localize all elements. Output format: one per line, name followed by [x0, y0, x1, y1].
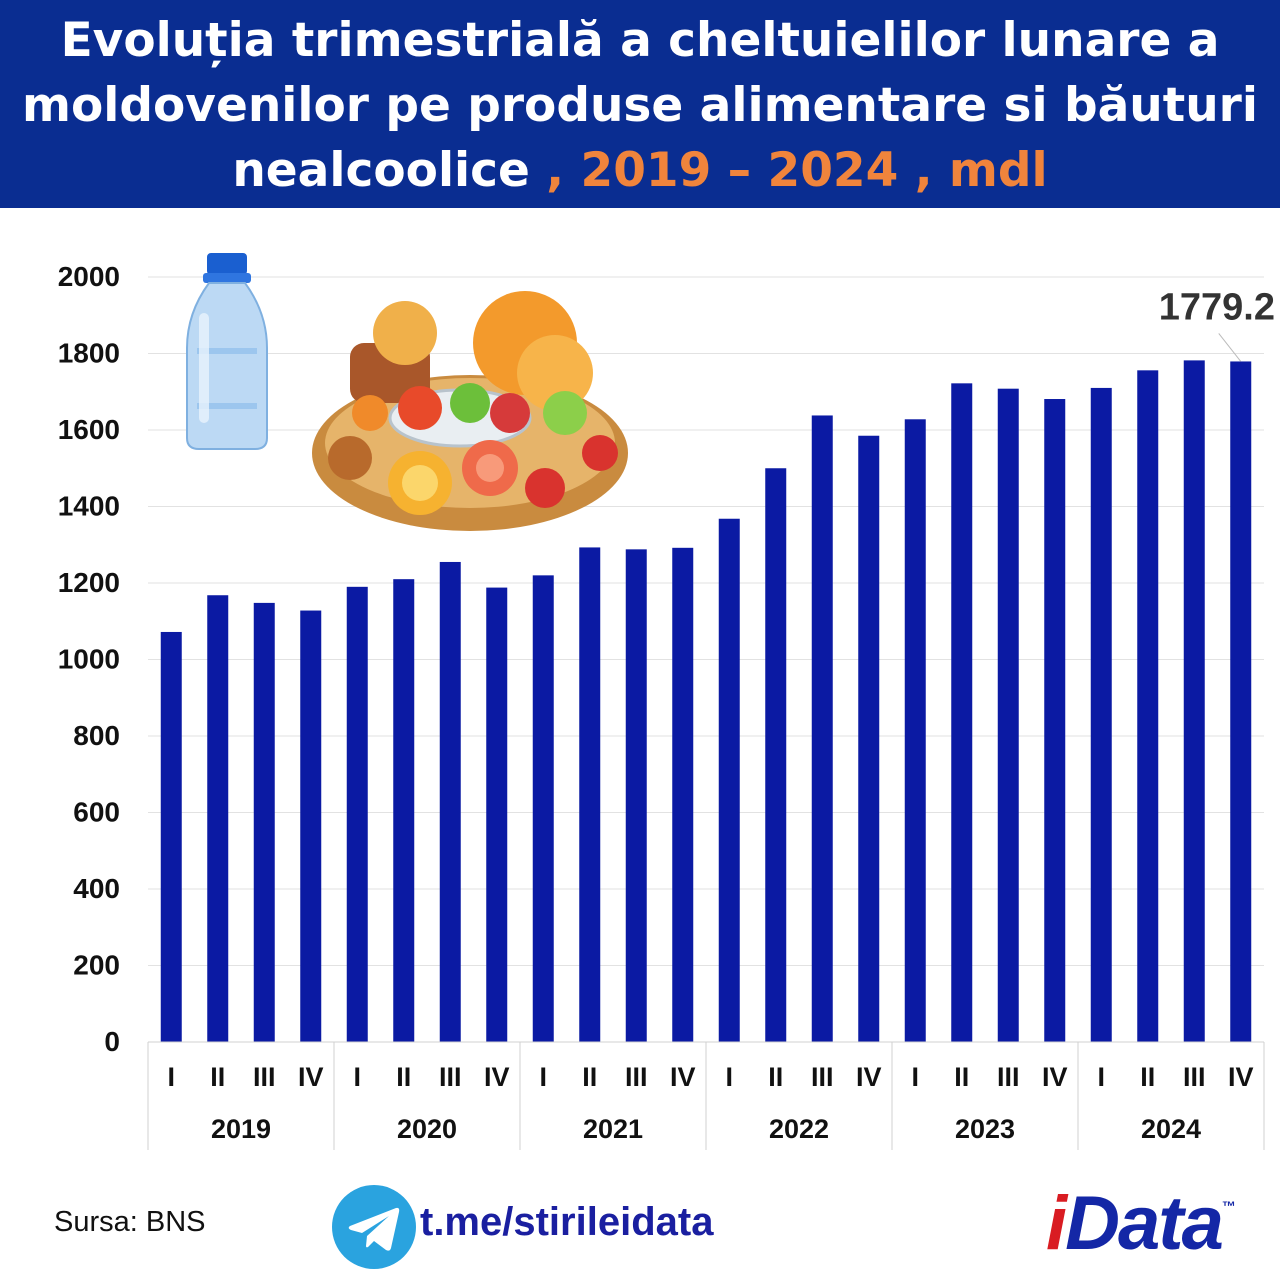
bar	[997, 388, 1019, 1042]
y-tick-label: 400	[73, 873, 120, 904]
bar	[904, 419, 926, 1042]
bar	[393, 579, 415, 1042]
bar	[951, 383, 973, 1042]
title-line-1: Evoluția trimestrială a cheltuielilor lu…	[60, 13, 1220, 68]
bar	[439, 561, 461, 1042]
logo-text: Data	[1065, 1181, 1224, 1266]
quarter-label: III	[625, 1062, 648, 1092]
bar	[672, 547, 694, 1042]
quarter-label: I	[911, 1062, 919, 1092]
quarter-label: I	[167, 1062, 175, 1092]
y-tick-label: 200	[73, 950, 120, 981]
y-tick-label: 600	[73, 797, 120, 828]
logo-trademark: ™	[1221, 1198, 1236, 1214]
source-note: Sursa: BNS	[54, 1206, 206, 1238]
bar	[1230, 361, 1252, 1042]
quarter-label: III	[439, 1062, 462, 1092]
data-annotation: 1779.2	[1159, 286, 1275, 362]
x-axis: I II III IV I II III IV I II III IV I II III IV I II III IV…	[147, 1041, 1265, 1150]
telegram-link[interactable]: t.me/stirileidata	[420, 1200, 714, 1244]
quarter-label: II	[582, 1062, 597, 1092]
quarter-label: IV	[298, 1062, 324, 1092]
year-label: 2021	[583, 1114, 643, 1144]
bar	[160, 631, 182, 1042]
quarter-label: III	[253, 1062, 276, 1092]
title-line-2: moldovenilor pe produse alimentare si bă…	[22, 78, 1258, 133]
last-value-label: 1779.2	[1159, 286, 1275, 328]
quarter-label: IV	[856, 1062, 882, 1092]
quarter-label: III	[1183, 1062, 1206, 1092]
annotation-leader	[1218, 333, 1242, 362]
quarter-label: II	[954, 1062, 969, 1092]
title-line-3: nealcoolice , 2019 – 2024 , mdl	[0, 138, 1280, 203]
quarter-label: I	[353, 1062, 361, 1092]
y-tick-label: 0	[104, 1026, 120, 1057]
title-period-unit: , 2019 – 2024 , mdl	[529, 143, 1048, 198]
gridlines	[148, 276, 1264, 966]
bar	[346, 586, 368, 1042]
bar	[765, 468, 787, 1042]
bar	[579, 547, 601, 1042]
bar	[1183, 360, 1205, 1042]
chart-title-banner: Evoluția trimestrială a cheltuielilor lu…	[0, 0, 1280, 208]
y-tick-label: 1600	[58, 414, 120, 445]
bar	[1044, 399, 1066, 1042]
y-tick-label: 2000	[58, 261, 120, 292]
quarter-label: III	[811, 1062, 834, 1092]
telegram-icon	[332, 1185, 416, 1269]
bars	[160, 360, 1252, 1043]
quarter-label: IV	[1228, 1062, 1254, 1092]
bar	[300, 610, 322, 1042]
year-label: 2024	[1141, 1114, 1201, 1144]
quarter-label: IV	[484, 1062, 510, 1092]
year-label: 2023	[955, 1114, 1015, 1144]
y-axis: 0 200 400 600 800 1000 1200 1400 1600 1800 2000	[58, 261, 120, 1057]
y-tick-label: 1400	[58, 491, 120, 522]
food-platter-icon	[312, 291, 628, 531]
water-bottle-icon	[186, 253, 268, 450]
bar	[1090, 387, 1112, 1042]
bar	[718, 518, 740, 1042]
quarter-label: IV	[1042, 1062, 1068, 1092]
quarter-label: III	[997, 1062, 1020, 1092]
quarter-label: II	[1140, 1062, 1155, 1092]
year-label: 2019	[211, 1114, 271, 1144]
quarter-label: II	[210, 1062, 225, 1092]
logo-i: i	[1046, 1181, 1067, 1266]
bar	[532, 575, 554, 1042]
bar	[811, 415, 833, 1043]
y-tick-label: 800	[73, 720, 120, 751]
bar	[625, 549, 647, 1042]
quarter-label: IV	[670, 1062, 696, 1092]
title-line-3-main: nealcoolice	[232, 143, 530, 198]
quarter-label: I	[725, 1062, 733, 1092]
year-label: 2022	[769, 1114, 829, 1144]
bar	[486, 587, 508, 1042]
year-label: 2020	[397, 1114, 457, 1144]
quarter-label: I	[539, 1062, 547, 1092]
y-tick-label: 1800	[58, 338, 120, 369]
idata-logo: iData™	[1046, 1180, 1236, 1267]
quarter-label: I	[1097, 1062, 1105, 1092]
y-tick-label: 1000	[58, 644, 120, 675]
bar	[858, 435, 880, 1042]
bar	[1137, 370, 1159, 1042]
bar	[207, 595, 229, 1042]
bar	[253, 602, 275, 1042]
quarter-label: II	[768, 1062, 783, 1092]
y-tick-label: 1200	[58, 567, 120, 598]
quarter-label: II	[396, 1062, 411, 1092]
